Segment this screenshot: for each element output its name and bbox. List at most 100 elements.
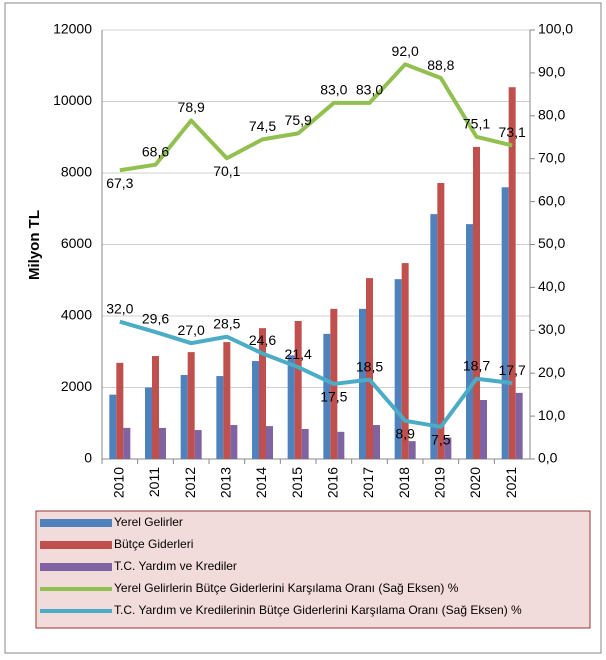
data-label: 74,5 (249, 118, 276, 134)
y2-tick-label: 90,0 (538, 64, 565, 80)
bar (501, 187, 509, 460)
y2-tick-label: 100,0 (538, 21, 573, 37)
y-tick-label: 8000 (61, 164, 92, 180)
bar (159, 427, 166, 459)
data-label: 92,0 (392, 43, 419, 59)
data-label: 8,9 (395, 426, 415, 442)
bar (301, 428, 309, 459)
y-tick-label: 0 (84, 450, 92, 466)
bar (408, 441, 416, 459)
data-label: 27,0 (178, 322, 205, 338)
bar (323, 333, 331, 459)
bar (508, 87, 516, 459)
data-label: 73,1 (499, 124, 526, 140)
line (119, 62, 513, 173)
y-tick-label: 2000 (61, 378, 92, 394)
bar (266, 426, 273, 459)
x-tick-label: 2021 (503, 467, 519, 498)
bar (145, 387, 152, 459)
data-label: 7,5 (431, 432, 451, 448)
bar (394, 279, 402, 459)
data-label: 28,5 (213, 315, 240, 331)
x-tick-label: 2013 (218, 467, 234, 498)
bar (366, 278, 373, 459)
y2-tick-label: 80,0 (538, 107, 565, 123)
y-tick-label: 12000 (53, 21, 92, 37)
data-label: 88,8 (427, 57, 454, 73)
x-tick-label: 2018 (396, 467, 412, 498)
y2-tick-label: 40,0 (538, 278, 565, 294)
y2-tick-label: 60,0 (538, 192, 565, 208)
data-label: 17,7 (499, 362, 526, 378)
data-label: 18,7 (463, 357, 490, 373)
data-label: 75,9 (285, 112, 312, 128)
bar (444, 437, 452, 459)
y-axis-label: Milyon TL (26, 210, 43, 280)
x-tick-label: 2017 (360, 467, 376, 498)
bar (401, 263, 409, 459)
bar (294, 321, 302, 459)
bar (216, 376, 224, 459)
data-label: 17,5 (320, 389, 347, 405)
bar (287, 355, 295, 459)
legend-swatch (40, 519, 112, 527)
data-label: 29,6 (142, 311, 169, 327)
data-label: 67,3 (106, 175, 133, 191)
x-tick-label: 2011 (146, 467, 162, 497)
x-tick-label: 2016 (325, 467, 341, 498)
bar (180, 374, 188, 459)
data-label: 24,6 (249, 332, 276, 348)
bar (359, 308, 366, 459)
data-label: 83,0 (320, 82, 347, 98)
data-label: 18,5 (356, 358, 383, 374)
legend-swatch (40, 541, 112, 549)
y-tick-label: 6000 (61, 235, 92, 251)
legend-label: Bütçe Giderleri (114, 537, 193, 551)
bar (473, 146, 480, 459)
bar (430, 214, 438, 459)
legend-label: Yerel Gelirlerin Bütçe Giderlerini Karşı… (114, 581, 459, 595)
bar (252, 361, 259, 459)
bar (437, 183, 445, 459)
y-tick-label: 10000 (53, 92, 92, 108)
bar (187, 352, 195, 459)
legend-label: Yerel Gelirler (114, 515, 183, 529)
x-tick-label: 2015 (289, 467, 305, 498)
bar (373, 425, 380, 459)
x-tick-label: 2010 (111, 467, 127, 498)
data-label: 83,0 (356, 82, 383, 98)
bar (223, 342, 231, 459)
x-tick-label: 2019 (432, 467, 448, 498)
bar (123, 427, 131, 459)
bar (109, 394, 117, 459)
bar (152, 356, 159, 459)
y-tick-label: 4000 (61, 307, 92, 323)
bar (194, 430, 202, 459)
bar (480, 400, 487, 459)
data-label: 68,6 (142, 143, 169, 159)
bar (230, 425, 238, 459)
bar (337, 431, 345, 459)
x-tick-label: 2014 (253, 467, 269, 498)
data-label: 70,1 (213, 163, 240, 179)
legend-box (35, 510, 591, 629)
y2-tick-label: 70,0 (538, 149, 565, 165)
data-label: 32,0 (106, 300, 133, 316)
data-label: 78,9 (178, 99, 205, 115)
legend-swatch (40, 563, 112, 571)
bar (466, 224, 473, 459)
x-tick-label: 2012 (182, 467, 198, 498)
data-label: 75,1 (463, 116, 490, 132)
y2-tick-label: 10,0 (538, 407, 565, 423)
y2-tick-label: 20,0 (538, 364, 565, 380)
line (119, 319, 513, 429)
y2-tick-label: 0,0 (538, 450, 558, 466)
bar (116, 362, 124, 459)
legend-label: T.C. Yardım ve Kredilerinin Bütçe Giderl… (114, 603, 522, 617)
legend-label: T.C. Yardım ve Krediler (114, 559, 237, 573)
y2-tick-label: 30,0 (538, 321, 565, 337)
bar (259, 328, 266, 459)
x-tick-label: 2020 (467, 467, 483, 498)
data-label: 21,4 (285, 346, 312, 362)
